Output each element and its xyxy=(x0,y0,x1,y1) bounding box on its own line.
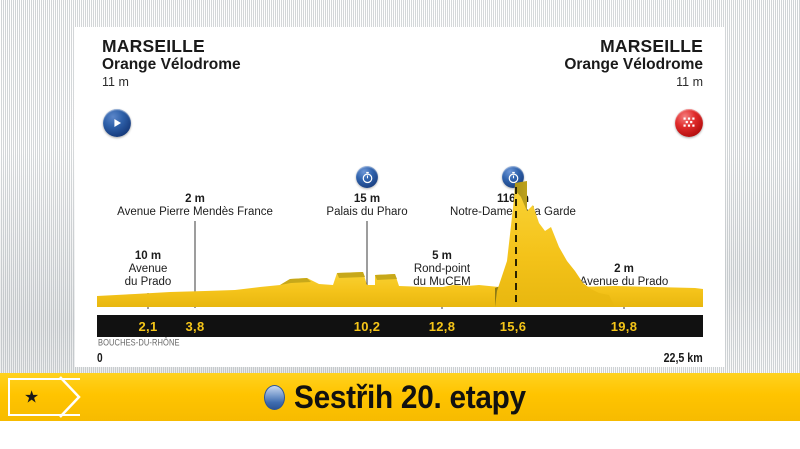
point-name: Avenue du Prado xyxy=(579,276,669,288)
km-tick-4: 12,8 xyxy=(428,318,456,334)
start-play-icon xyxy=(103,109,131,137)
point-label-avenue-du-prado-start: 10 m Avenue du Prado xyxy=(125,250,172,288)
finish-city-name: MARSEILLE xyxy=(600,36,703,56)
point-altitude: 5 m xyxy=(432,250,452,262)
axis-end-label: 22,5 km xyxy=(663,350,703,365)
bottom-banner: ★ Sestřih 20. etapy xyxy=(0,373,800,421)
km-tick-3: 10,2 xyxy=(353,318,381,334)
point-altitude: 15 m xyxy=(353,193,381,205)
terrain-hill-shade-2 xyxy=(337,272,365,278)
start-city-block: MARSEILLE Orange Vélodrome 11 m xyxy=(102,37,241,90)
point-name-line1: Avenue xyxy=(128,263,168,275)
start-city-name: MARSEILLE xyxy=(102,36,205,56)
finish-checkered-icon xyxy=(675,109,703,137)
finish-venue-name: Orange Vélodrome xyxy=(564,56,703,73)
banner-title: Sestřih 20. etapy xyxy=(294,378,527,415)
stage-profile-panel: MARSEILLE Orange Vélodrome 11 m MARSEILL… xyxy=(75,27,725,367)
point-altitude: 2 m xyxy=(614,263,634,275)
point-name-line1: Rond-point xyxy=(413,263,471,275)
star-icon: ★ xyxy=(24,387,40,407)
point-altitude: 2 m xyxy=(185,193,205,205)
km-tick-5: 15,6 xyxy=(499,318,527,334)
bottom-white-strip xyxy=(0,421,800,449)
point-name: Palais du Pharo xyxy=(326,206,408,218)
point-altitude: 10 m xyxy=(134,250,162,262)
terrain-hill-shade-1 xyxy=(280,278,311,285)
km-tick-6: 19,8 xyxy=(610,318,638,334)
point-stem-palais-du-pharo xyxy=(366,221,368,307)
chevron-right-icon xyxy=(59,376,81,418)
start-venue-name: Orange Vélodrome xyxy=(102,56,241,73)
point-label-palais-du-pharo: 15 m Palais du Pharo xyxy=(326,193,407,219)
terrain-hill-shade-3 xyxy=(375,274,397,280)
finish-altitude: 11 m xyxy=(676,75,703,89)
km-tick-2: 3,8 xyxy=(185,318,205,334)
point-label-avenue-pierre-mendes-france: 2 m Avenue Pierre Mendès France xyxy=(117,193,273,219)
point-label-rond-point-du-mucem: 5 m Rond-point du MuCEM xyxy=(413,250,471,288)
axis-start-label: 0 xyxy=(97,350,103,365)
blue-bullet-icon xyxy=(264,384,286,410)
stopwatch-icon-palais-du-pharo xyxy=(356,166,378,188)
km-distance-bar: 2,1 3,8 10,2 12,8 15,6 19,8 xyxy=(97,315,703,337)
point-stem-avenue-pierre-mendes-france xyxy=(194,221,196,308)
region-label: BOUCHES-DU-RHÔNE xyxy=(98,336,180,348)
start-altitude: 11 m xyxy=(102,75,129,89)
finish-city-block: MARSEILLE Orange Vélodrome 11 m xyxy=(564,37,703,90)
point-label-avenue-du-prado-finish: 2 m Avenue du Prado xyxy=(580,263,669,289)
point-name-line2: du Prado xyxy=(124,275,172,288)
banner-center: Sestřih 20. etapy xyxy=(80,379,800,416)
point-name: Avenue Pierre Mendès France xyxy=(117,206,273,218)
km-tick-1: 2,1 xyxy=(138,318,158,334)
banner-chevron-badge: ★ xyxy=(8,376,81,418)
point-name-line2: du MuCEM xyxy=(413,275,471,288)
terrain-climb xyxy=(495,190,615,307)
elevation-terrain xyxy=(75,135,725,315)
